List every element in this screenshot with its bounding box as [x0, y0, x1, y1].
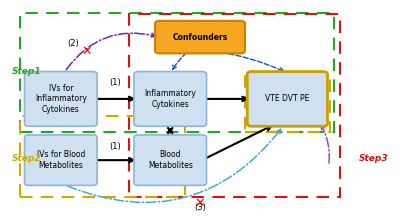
Text: Confounders: Confounders	[172, 33, 228, 42]
FancyBboxPatch shape	[247, 72, 328, 126]
Text: Step2: Step2	[12, 154, 42, 163]
FancyBboxPatch shape	[134, 72, 206, 126]
Bar	[129, 14, 340, 197]
Bar	[245, 74, 330, 132]
Text: IVs for
Inflammatory
Cytokines: IVs for Inflammatory Cytokines	[35, 84, 87, 114]
Text: (3): (3)	[194, 203, 206, 212]
Text: VTE DVT PE: VTE DVT PE	[265, 94, 310, 103]
Text: (1): (1)	[110, 142, 121, 151]
Text: (2): (2)	[67, 39, 79, 48]
Bar	[20, 13, 334, 132]
Text: Step3: Step3	[358, 154, 388, 163]
Text: Step1: Step1	[12, 68, 42, 77]
FancyBboxPatch shape	[155, 21, 245, 53]
Text: (1): (1)	[110, 78, 121, 87]
Text: IVs for Blood
Metabolites: IVs for Blood Metabolites	[37, 150, 85, 170]
Text: Blood
Metabolites: Blood Metabolites	[148, 150, 193, 170]
Text: ✕: ✕	[195, 197, 205, 210]
Text: Inflammatory
Cytokines: Inflammatory Cytokines	[144, 89, 196, 109]
Text: ✕: ✕	[82, 45, 92, 59]
FancyBboxPatch shape	[24, 135, 97, 185]
FancyBboxPatch shape	[134, 135, 206, 185]
Bar	[20, 116, 185, 197]
FancyBboxPatch shape	[24, 72, 97, 126]
